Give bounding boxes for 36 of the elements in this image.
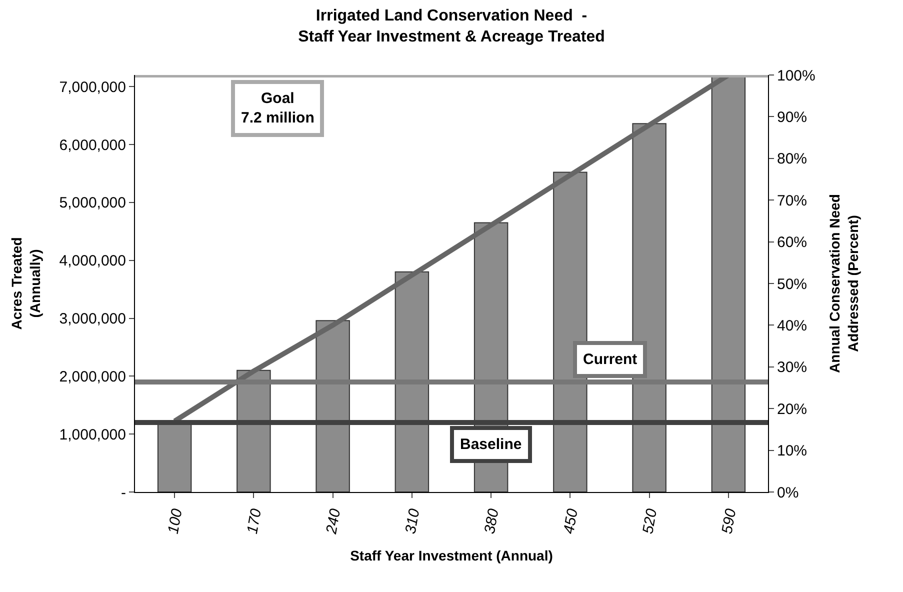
- y-tick-label: -: [121, 484, 126, 502]
- y2-tick-label: 80%: [777, 150, 808, 168]
- y-tick-label: 4,000,000: [59, 252, 126, 270]
- y2-tick-label: 40%: [777, 317, 808, 334]
- y-tick-label: 1,000,000: [59, 426, 126, 444]
- y-tick-label: 5,000,000: [59, 194, 126, 212]
- y2-tick-label: 30%: [777, 359, 808, 376]
- y-tick-label: 2,000,000: [59, 368, 126, 386]
- x-tick-label: 380: [481, 506, 502, 536]
- y2-tick-label: 20%: [777, 400, 808, 418]
- y2-tick-label: 50%: [777, 276, 808, 293]
- ref-line-label: Baseline: [460, 436, 522, 453]
- bar: [316, 320, 350, 492]
- y-tick-label: 7,000,000: [59, 78, 126, 96]
- chart-title: Irrigated Land Conservation Need - Staff Year Investment & Acreage Treated: [298, 8, 605, 46]
- x-tick-label: 520: [640, 506, 661, 536]
- y2-tick-label: 90%: [777, 108, 808, 126]
- x-tick-label: 590: [718, 506, 740, 536]
- x-axis-title: Staff Year Investment (Annual): [350, 547, 553, 564]
- x-tick-label: 100: [164, 506, 186, 536]
- x-tick-label: 240: [322, 506, 344, 536]
- ref-line-label: Current: [583, 351, 638, 368]
- y2-tick-label: 70%: [777, 192, 808, 210]
- x-tick-label: 310: [402, 506, 424, 536]
- y2-tick-label: 100%: [777, 67, 816, 84]
- y-axis-title: Acres Treated (Annually): [8, 237, 43, 330]
- x-tick-label: 170: [244, 506, 266, 536]
- ref-line-label: Goal 7.2 million: [241, 90, 314, 126]
- y-tick-label: 3,000,000: [59, 310, 126, 328]
- y-tick-label: 6,000,000: [59, 136, 126, 154]
- y2-tick-label: 60%: [777, 234, 808, 252]
- y2-tick-label: 10%: [777, 442, 808, 460]
- y2-axis-title: Annual Conservation Need Addressed (Percent): [826, 194, 861, 373]
- bar: [394, 271, 430, 492]
- x-tick-label: 450: [560, 506, 582, 536]
- y2-tick-label: 0%: [777, 484, 799, 502]
